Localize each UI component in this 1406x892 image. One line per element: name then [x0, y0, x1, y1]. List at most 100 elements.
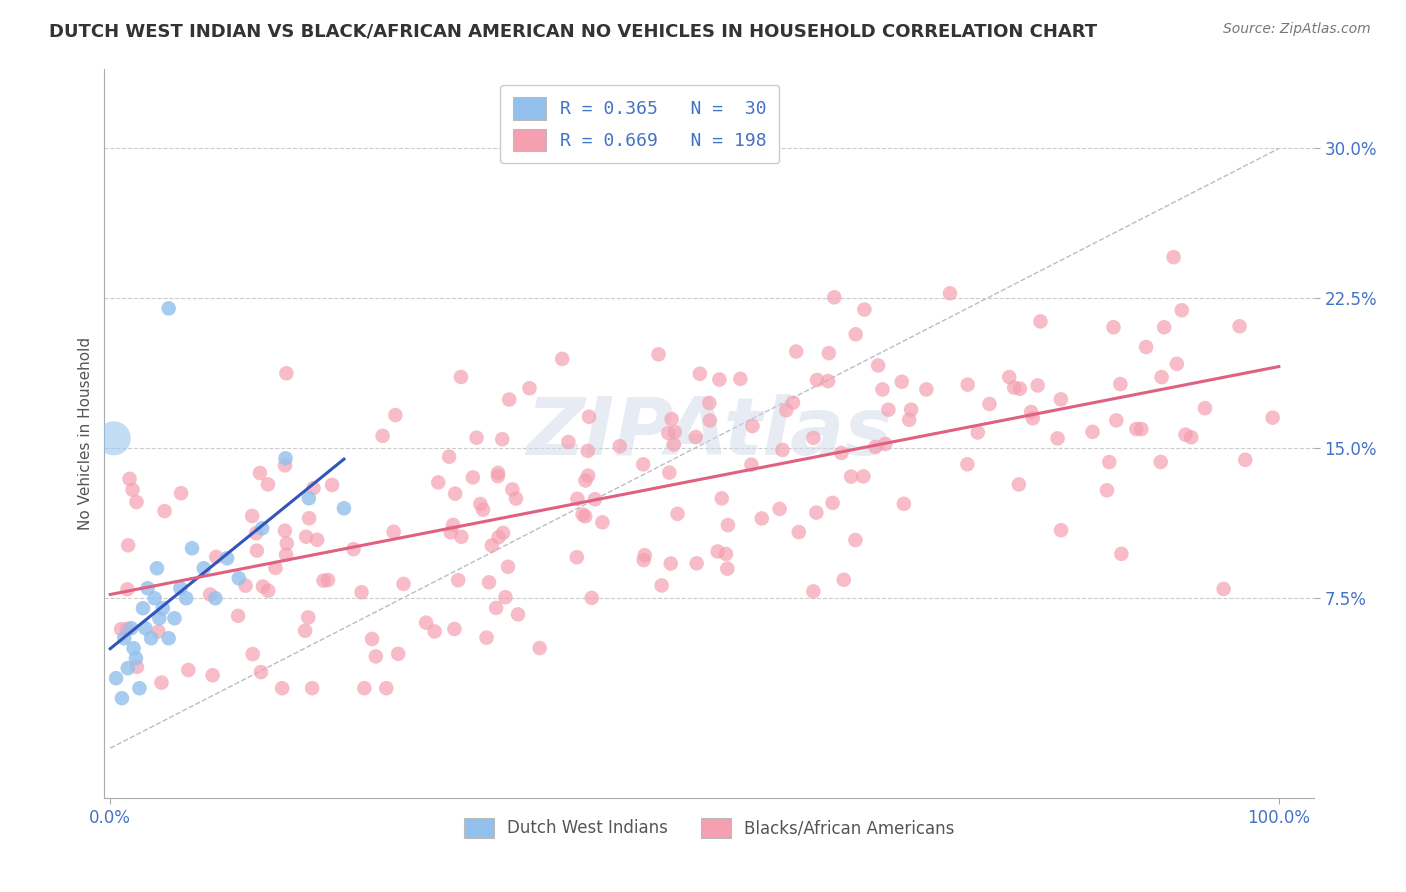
- Point: [574, 509, 596, 524]
- Point: [125, 660, 148, 674]
- Point: [741, 419, 763, 434]
- Point: [110, 622, 132, 636]
- Point: [576, 443, 599, 458]
- Point: [125, 495, 148, 509]
- Point: [1135, 340, 1157, 354]
- Point: [437, 450, 460, 464]
- Point: [491, 432, 513, 446]
- Point: [662, 437, 685, 451]
- Point: [1150, 370, 1173, 384]
- Point: [294, 624, 316, 638]
- Point: [658, 466, 681, 480]
- Point: [823, 290, 845, 304]
- Point: [361, 632, 384, 646]
- Point: [423, 624, 446, 639]
- Point: [150, 675, 173, 690]
- Point: [274, 451, 297, 466]
- Point: [384, 408, 406, 422]
- Point: [297, 610, 319, 624]
- Point: [1174, 427, 1197, 442]
- Point: [496, 559, 519, 574]
- Point: [111, 691, 134, 706]
- Point: [321, 478, 343, 492]
- Point: [581, 591, 603, 605]
- Point: [821, 496, 844, 510]
- Point: [143, 591, 166, 606]
- Point: [634, 548, 657, 562]
- Point: [139, 631, 162, 645]
- Point: [485, 600, 508, 615]
- Point: [440, 525, 463, 540]
- Point: [806, 506, 828, 520]
- Point: [966, 425, 988, 440]
- Point: [117, 538, 139, 552]
- Point: [979, 397, 1001, 411]
- Point: [1026, 378, 1049, 392]
- Point: [868, 359, 890, 373]
- Point: [271, 681, 294, 696]
- Point: [852, 469, 875, 483]
- Point: [551, 351, 574, 366]
- Point: [252, 580, 274, 594]
- Point: [505, 491, 527, 506]
- Point: [661, 412, 683, 426]
- Point: [441, 517, 464, 532]
- Point: [900, 402, 922, 417]
- Point: [118, 472, 141, 486]
- Point: [1008, 477, 1031, 491]
- Point: [1002, 381, 1025, 395]
- Point: [174, 591, 197, 606]
- Point: [470, 497, 492, 511]
- Point: [257, 477, 280, 491]
- Point: [740, 458, 762, 472]
- Point: [298, 511, 321, 525]
- Point: [217, 551, 239, 566]
- Point: [529, 641, 551, 656]
- Point: [853, 302, 876, 317]
- Point: [486, 469, 509, 483]
- Point: [249, 466, 271, 480]
- Point: [478, 575, 501, 590]
- Point: [1130, 422, 1153, 436]
- Point: [1050, 523, 1073, 537]
- Point: [506, 607, 529, 622]
- Point: [274, 524, 297, 538]
- Point: [631, 458, 654, 472]
- Point: [1212, 582, 1234, 596]
- Point: [148, 611, 170, 625]
- Point: [132, 601, 155, 615]
- Text: ZIPAtlas: ZIPAtlas: [526, 394, 893, 473]
- Point: [415, 615, 437, 630]
- Point: [302, 481, 325, 495]
- Point: [177, 663, 200, 677]
- Point: [226, 608, 249, 623]
- Point: [152, 601, 174, 615]
- Point: [787, 525, 810, 540]
- Point: [803, 431, 825, 445]
- Point: [250, 665, 273, 679]
- Point: [371, 429, 394, 443]
- Point: [276, 536, 298, 550]
- Point: [1171, 303, 1194, 318]
- Point: [1050, 392, 1073, 407]
- Point: [956, 377, 979, 392]
- Point: [685, 430, 707, 444]
- Point: [709, 372, 731, 386]
- Point: [1102, 320, 1125, 334]
- Point: [1261, 410, 1284, 425]
- Point: [105, 671, 128, 685]
- Point: [699, 396, 721, 410]
- Point: [447, 573, 470, 587]
- Point: [312, 574, 335, 588]
- Point: [204, 591, 226, 606]
- Legend: Dutch West Indians, Blacks/African Americans: Dutch West Indians, Blacks/African Ameri…: [457, 811, 962, 845]
- Point: [450, 530, 472, 544]
- Point: [633, 553, 655, 567]
- Point: [1194, 401, 1216, 416]
- Point: [122, 641, 145, 656]
- Point: [998, 370, 1021, 384]
- Point: [103, 431, 125, 445]
- Point: [198, 587, 221, 601]
- Point: [136, 581, 159, 595]
- Point: [121, 483, 143, 497]
